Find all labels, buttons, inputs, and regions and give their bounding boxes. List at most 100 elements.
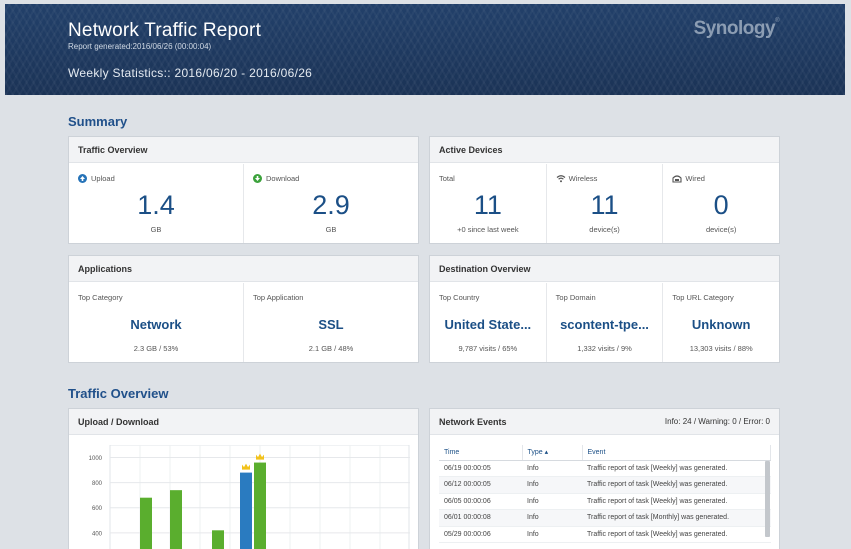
network-events-card: Network Events Info: 24 / Warning: 0 / Er…	[429, 408, 780, 549]
network-events-counts: Info: 24 / Warning: 0 / Error: 0	[664, 417, 770, 426]
weekly-statistics-range: Weekly Statistics:: 2016/06/20 - 2016/06…	[68, 66, 313, 80]
traffic-overview-section-title: Traffic Overview	[68, 386, 169, 401]
chart-bar-download[interactable]	[140, 497, 152, 549]
traffic-overview-card-title: Traffic Overview	[69, 137, 418, 163]
event-time: 06/12 00:00:05	[439, 476, 522, 494]
event-type: Info	[522, 476, 582, 494]
network-events-title: Network Events	[439, 417, 507, 427]
active-devices-card: Active Devices Total 11 +0 since last we…	[429, 136, 780, 244]
applications-card: Applications Top Category Network 2.3 GB…	[68, 255, 419, 363]
upload-icon	[78, 174, 87, 183]
chart-y-tick-label: 400	[92, 531, 103, 537]
events-scrollbar[interactable]	[765, 461, 770, 537]
applications-card-title: Applications	[69, 256, 418, 282]
chart-bar-download[interactable]	[170, 490, 182, 549]
chart-bar-upload[interactable]	[240, 472, 252, 549]
top-country-value: United State...	[444, 317, 532, 332]
wired-label: Wired	[685, 174, 705, 183]
report-generated-time: Report generated:2016/06/26 (00:00:04)	[68, 42, 212, 51]
column-header-type[interactable]: Type ▴	[522, 445, 583, 461]
table-row[interactable]: 06/19 00:00:05 Info Traffic report of task…	[439, 460, 771, 477]
event-description: Traffic report of task [Monthly] was gen…	[582, 509, 771, 527]
top-category-value: Network	[130, 317, 182, 332]
active-devices-card-title: Active Devices	[430, 137, 779, 163]
top-category-label: Top Category	[78, 293, 123, 302]
upload-download-card: Upload / Download 2004006008001000	[68, 408, 419, 549]
top-url-category-stat: Top URL Category Unknown 13,303 visits /…	[663, 283, 779, 362]
wired-value: 0	[713, 190, 729, 220]
top-domain-value: scontent-tpe...	[560, 317, 649, 332]
top-application-stat: Top Application SSL 2.1 GB / 48%	[244, 283, 418, 362]
brand-mark: ®	[775, 18, 779, 24]
synology-logo: Synology®	[693, 18, 780, 40]
column-header-time[interactable]: Time	[439, 445, 523, 461]
download-stat: Download 2.9 GB	[244, 164, 418, 243]
top-domain-sub: 1,332 visits / 9%	[577, 344, 632, 353]
total-devices-sub: +0 since last week	[457, 225, 519, 234]
wireless-devices-stat: Wireless 11 device(s)	[547, 164, 664, 243]
total-devices-value: 11	[473, 190, 502, 220]
event-type: Info	[522, 509, 582, 527]
network-events-card-title: Network Events Info: 24 / Warning: 0 / Er…	[430, 409, 779, 435]
brand-text: Synology	[693, 18, 776, 39]
table-row[interactable]: 06/12 00:00:05 Info Traffic report of task…	[439, 476, 771, 494]
top-category-sub: 2.3 GB / 53%	[133, 344, 179, 353]
table-row[interactable]: 06/01 00:00:08 Info Traffic report of task…	[439, 509, 771, 527]
top-category-stat: Top Category Network 2.3 GB / 53%	[69, 283, 244, 362]
wifi-icon	[556, 174, 566, 183]
wireless-sub: device(s)	[589, 225, 620, 234]
top-country-label: Top Country	[439, 293, 480, 302]
destination-overview-card-title: Destination Overview	[430, 256, 779, 282]
top-url-category-value: Unknown	[691, 317, 751, 332]
top-domain-stat: Top Domain scontent-tpe... 1,332 visits …	[547, 283, 664, 362]
chart-y-tick-label: 600	[92, 506, 103, 512]
chart-bar-download[interactable]	[212, 530, 224, 549]
total-devices-label: Total	[439, 174, 455, 183]
top-url-category-sub: 13,303 visits / 88%	[689, 344, 753, 353]
event-time: 05/29 00:00:06	[439, 526, 522, 543]
crown-icon	[256, 453, 264, 460]
top-application-sub: 2.1 GB / 48%	[308, 344, 354, 353]
wired-sub: device(s)	[705, 225, 737, 234]
crown-icon	[242, 463, 250, 470]
top-country-sub: 9,787 visits / 65%	[458, 344, 518, 353]
total-devices-stat: Total 11 +0 since last week	[430, 164, 547, 243]
event-description: Traffic report of task [Weekly] was gene…	[582, 493, 771, 510]
download-value: 2.9	[312, 190, 350, 220]
traffic-overview-card: Traffic Overview Upload 1.4 GB Download …	[68, 136, 419, 244]
event-time: 06/05 00:00:06	[439, 493, 522, 510]
top-domain-label: Top Domain	[555, 293, 596, 302]
upload-value: 1.4	[137, 190, 175, 220]
chart-y-tick-label: 800	[92, 481, 103, 487]
report-title: Network Traffic Report	[68, 20, 262, 41]
wireless-label: Wireless	[568, 174, 598, 183]
table-row[interactable]: 06/05 00:00:06 Info Traffic report of task…	[439, 493, 771, 510]
event-type: Info	[522, 493, 582, 510]
wired-icon	[672, 174, 682, 183]
network-events-table: Time Type ▴ Event 06/19 00:00:05 Info Traf…	[439, 445, 771, 543]
wired-devices-stat: Wired 0 device(s)	[663, 164, 779, 243]
event-time: 06/19 00:00:05	[439, 460, 522, 477]
chart-bar-download[interactable]	[254, 462, 266, 549]
upload-download-card-title: Upload / Download	[69, 409, 418, 435]
download-icon	[253, 174, 262, 183]
upload-stat: Upload 1.4 GB	[69, 164, 244, 243]
event-time: 06/01 00:00:08	[439, 509, 522, 527]
upload-download-chart: 2004006008001000	[89, 445, 410, 549]
column-header-event[interactable]: Event	[582, 445, 771, 461]
report-header: Network Traffic Report Report generated:…	[5, 4, 845, 95]
chart-y-tick-label: 1000	[89, 456, 103, 462]
download-unit: GB	[325, 225, 337, 234]
event-type: Info	[522, 460, 582, 477]
download-label: Download	[266, 174, 300, 183]
event-description: Traffic report of task [Weekly] was gene…	[582, 526, 771, 543]
top-url-category-label: Top URL Category	[672, 293, 734, 302]
upload-label: Upload	[91, 174, 115, 183]
table-row[interactable]: 05/29 00:00:06 Info Traffic report of task…	[439, 526, 771, 543]
event-description: Traffic report of task [Weekly] was gene…	[582, 476, 771, 494]
top-application-value: SSL	[318, 317, 344, 332]
event-description: Traffic report of task [Weekly] was gene…	[582, 460, 771, 477]
top-application-label: Top Application	[253, 293, 304, 302]
upload-unit: GB	[150, 225, 162, 234]
summary-section-title: Summary	[68, 114, 128, 129]
